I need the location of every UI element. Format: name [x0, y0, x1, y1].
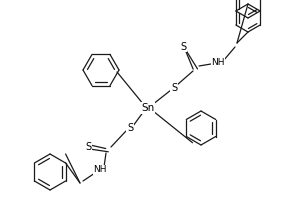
Text: NH: NH: [93, 166, 107, 174]
Text: S: S: [180, 42, 186, 52]
Text: S: S: [127, 123, 133, 133]
Text: NH: NH: [211, 57, 225, 67]
Text: S: S: [85, 142, 91, 152]
Text: Sn: Sn: [141, 103, 155, 113]
Text: S: S: [171, 83, 177, 93]
